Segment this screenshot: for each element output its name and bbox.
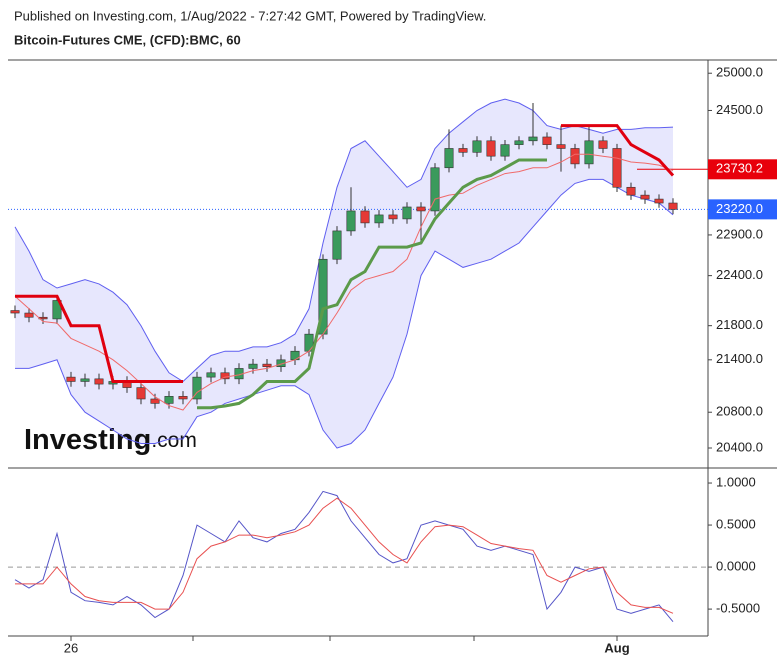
band-lower [15, 178, 674, 449]
candle-body [416, 206, 426, 212]
candle-body [192, 376, 202, 400]
candle-body [556, 144, 566, 149]
candle-body [304, 333, 314, 352]
x-tick-label: Aug [604, 640, 629, 655]
candle-body [52, 300, 62, 320]
candle-body [514, 140, 524, 145]
indicator-line [15, 124, 675, 383]
y-tick-label: -0.5000 [716, 601, 760, 616]
candle-body [528, 136, 538, 142]
candle-body [66, 376, 76, 382]
price-label-box [708, 199, 777, 220]
indicator-line [197, 158, 547, 410]
candle-body [626, 186, 636, 196]
y-tick-label: 20800.0 [716, 404, 763, 419]
candle-body [94, 378, 104, 385]
price-label-box [708, 159, 777, 180]
candle-body [24, 312, 34, 318]
candle-body [584, 140, 594, 165]
band-fill [15, 99, 673, 448]
y-tick-label: 1.0000 [716, 474, 756, 489]
candle-body [612, 148, 622, 188]
candle-body [640, 194, 650, 200]
candle-body [164, 396, 174, 404]
chart-title: Bitcoin-Futures CME, (CFD):BMC, 60 [14, 32, 241, 47]
candle-body [136, 387, 146, 400]
candle-body [248, 363, 258, 369]
candle-body [430, 167, 440, 212]
oscillator-line [14, 490, 674, 623]
indicator-line [14, 153, 674, 411]
y-tick-label: 0.0000 [716, 559, 756, 574]
oscillator-line [15, 497, 674, 614]
price-label: 23220.0 [716, 201, 763, 216]
candle-body [10, 310, 20, 314]
candle-body [444, 148, 454, 169]
candle-body [388, 214, 398, 220]
candle-body [542, 136, 552, 145]
candle-body [206, 372, 216, 378]
y-tick-label: 24500.0 [716, 102, 763, 117]
candle-body [346, 210, 356, 232]
candle-body [332, 230, 342, 260]
candle-body [486, 140, 496, 157]
y-tick-label: 20400.0 [716, 439, 763, 454]
candle-body [458, 148, 468, 153]
y-tick-label: 22900.0 [716, 226, 763, 241]
y-tick-label: 25000.0 [716, 65, 763, 80]
band-upper [14, 98, 674, 383]
y-tick-label: 22400.0 [716, 267, 763, 282]
candle-body [598, 140, 608, 149]
candle-body [178, 396, 188, 400]
candle-body [80, 378, 90, 382]
candle-body [374, 214, 384, 224]
watermark-suffix: .com [151, 429, 197, 452]
candle-body [668, 202, 678, 210]
source-line: Published on Investing.com, 1/Aug/2022 -… [14, 8, 486, 23]
candle-body [150, 398, 160, 404]
price-label: 23730.2 [716, 161, 763, 176]
watermark-brand: Investing [24, 424, 151, 456]
candle-body [472, 140, 482, 153]
candle-body [402, 206, 412, 220]
candle-body [262, 363, 272, 368]
y-tick-label: 0.5000 [716, 516, 756, 531]
candle-body [220, 372, 230, 380]
x-tick-label: 26 [64, 640, 78, 655]
candle-body [360, 210, 370, 224]
candle-body [654, 198, 664, 204]
y-tick-label: 21400.0 [716, 351, 763, 366]
y-tick-label: 21800.0 [716, 317, 763, 332]
candle-body [500, 144, 510, 157]
